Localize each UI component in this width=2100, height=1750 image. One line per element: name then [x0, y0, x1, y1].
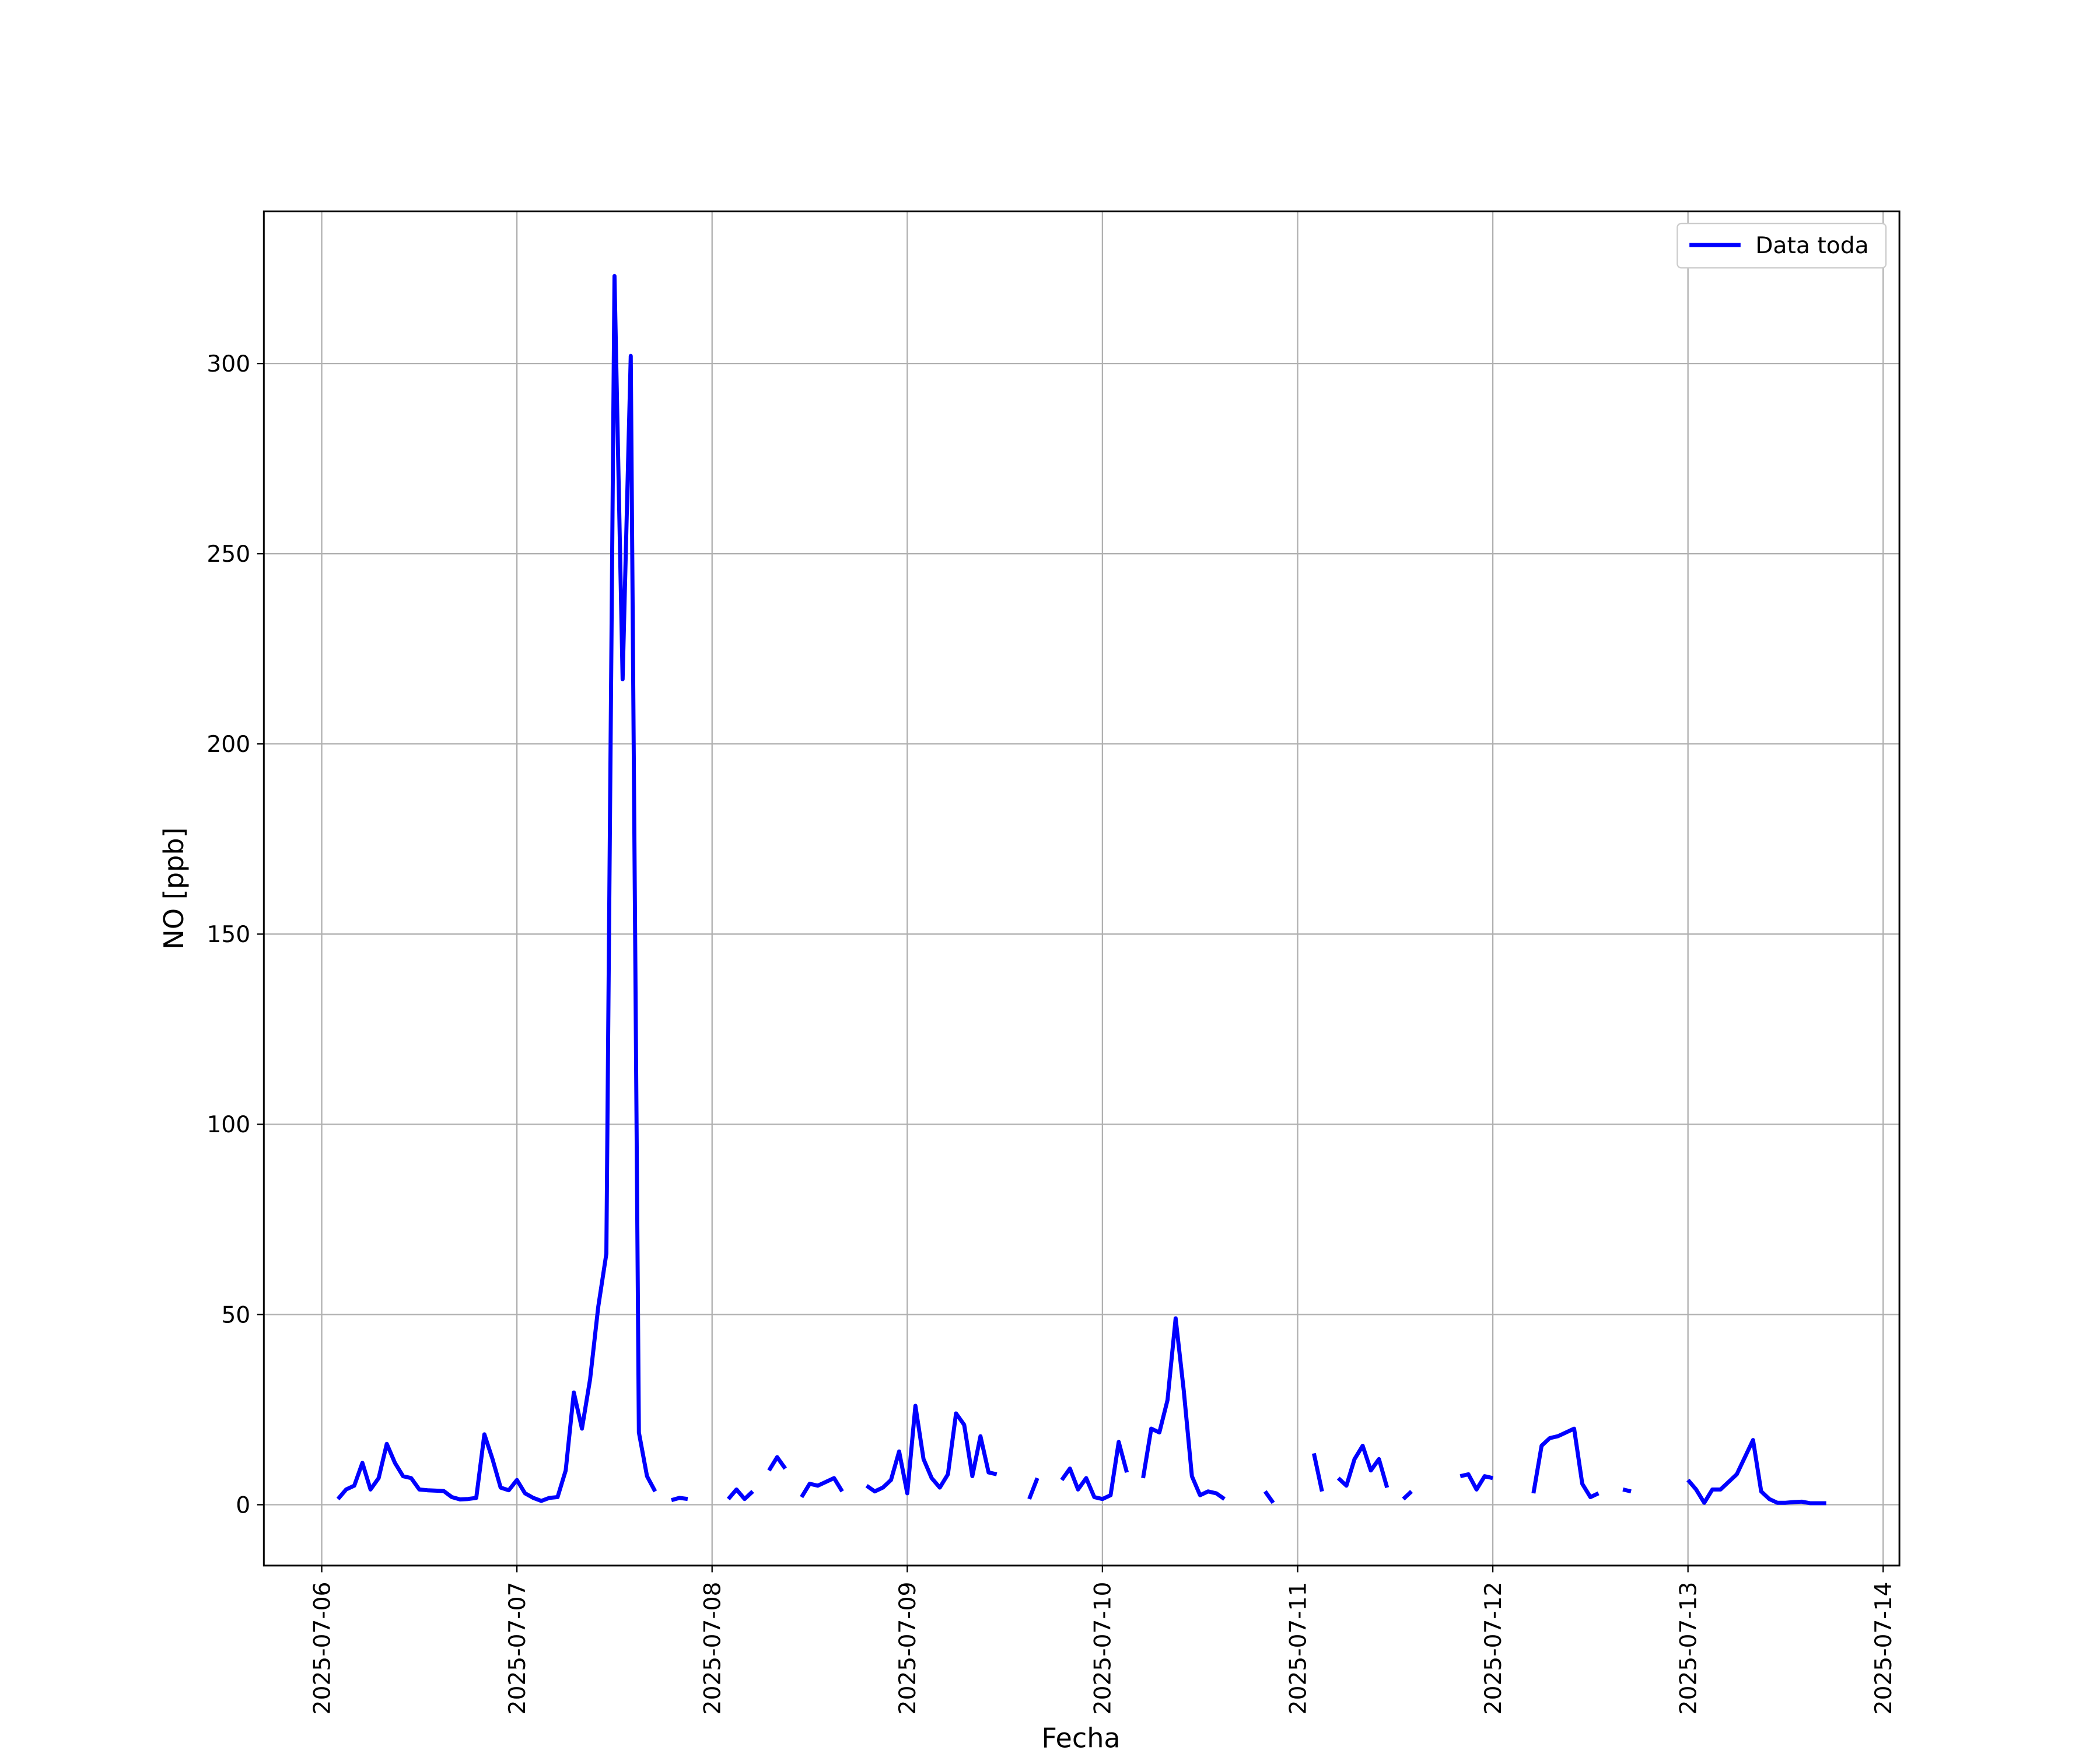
data-line [336, 274, 1826, 1506]
y-axis-label: NO [ppb] [158, 827, 190, 949]
x-tick-label: 2025-07-06 [309, 1582, 335, 1715]
legend-box [1676, 222, 1887, 269]
y-tick-label: 300 [206, 351, 250, 377]
x-tick-label: 2025-07-11 [1285, 1582, 1311, 1715]
x-tick-label: 2025-07-13 [1676, 1582, 1702, 1715]
y-tick-label: 100 [206, 1112, 250, 1138]
x-tick-label: 2025-07-09 [895, 1582, 921, 1715]
x-tick-label: 2025-07-10 [1090, 1582, 1116, 1715]
y-tick-label: 150 [206, 922, 250, 948]
x-tick-label: 2025-07-07 [505, 1582, 531, 1715]
y-tick-label: 0 [236, 1492, 250, 1518]
y-tick-label: 250 [206, 541, 250, 568]
x-axis-label: Fecha [1041, 1722, 1120, 1750]
legend-label: Data toda [1755, 233, 1868, 259]
x-tick-label: 2025-07-14 [1871, 1582, 1897, 1715]
x-tick-label: 2025-07-12 [1480, 1582, 1507, 1715]
plot-frame [262, 210, 1901, 1567]
x-tick-label: 2025-07-08 [700, 1582, 726, 1715]
y-tick-label: 200 [206, 732, 250, 758]
y-tick-label: 50 [221, 1302, 250, 1328]
